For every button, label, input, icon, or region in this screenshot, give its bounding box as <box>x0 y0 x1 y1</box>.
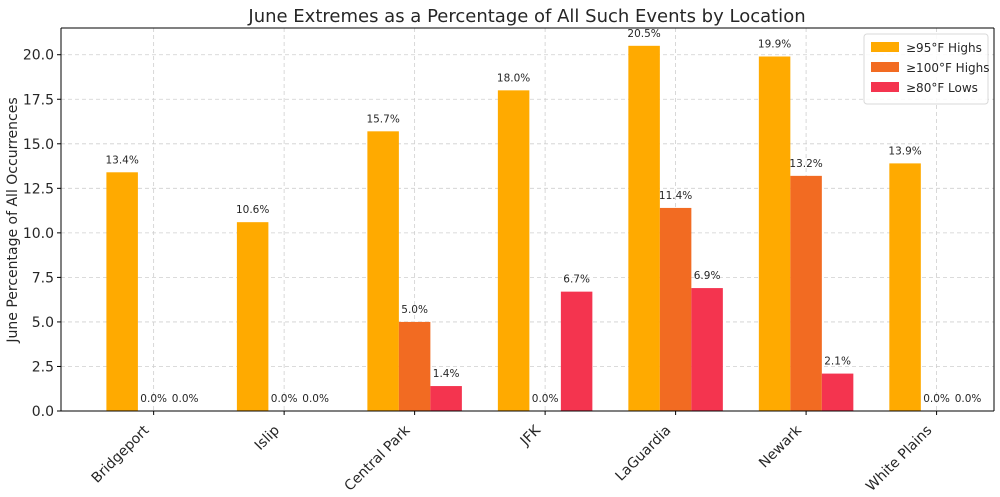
bar-value-label: 0.0% <box>140 393 167 405</box>
bar-value-label: 15.7% <box>366 113 399 125</box>
legend-label: ≥95°F Highs <box>906 41 982 55</box>
y-tick-label: 10.0 <box>23 226 54 242</box>
bar <box>398 321 431 411</box>
y-tick-label: 17.5 <box>23 92 54 108</box>
bar-value-label: 11.4% <box>659 190 692 202</box>
chart-title: June Extremes as a Percentage of All Suc… <box>247 6 805 27</box>
bar-value-label: 13.4% <box>105 154 138 166</box>
bar-value-label: 0.0% <box>271 393 298 405</box>
x-tick-label: Central Park <box>342 422 415 493</box>
bar <box>790 175 822 411</box>
bar <box>821 373 854 411</box>
x-tick-label: LaGuardia <box>613 423 675 485</box>
bar <box>106 172 138 411</box>
bar-value-label: 13.2% <box>789 158 822 170</box>
legend: ≥95°F Highs ≥100°F Highs ≥80°F Lows <box>863 33 990 105</box>
y-tick-label: 5.0 <box>32 315 54 331</box>
bar <box>236 222 269 411</box>
y-tick-label: 12.5 <box>23 181 54 197</box>
bar-value-label: 0.0% <box>923 393 950 405</box>
bars <box>106 45 921 412</box>
x-tick-label: JFK <box>517 422 545 450</box>
bar-value-label: 0.0% <box>532 393 559 405</box>
bar <box>628 45 660 411</box>
y-tick-label: 7.5 <box>32 270 54 286</box>
bar <box>367 131 399 411</box>
bar-value-label: 2.1% <box>824 356 851 368</box>
y-tick-label: 20.0 <box>23 48 54 64</box>
bar <box>758 56 791 412</box>
bar-value-label: 10.6% <box>236 204 269 216</box>
bar <box>560 291 593 411</box>
x-tick-label: White Plains <box>863 423 935 493</box>
bar <box>430 386 462 411</box>
bar-value-label: 0.0% <box>302 393 329 405</box>
legend-label: ≥80°F Lows <box>906 81 978 95</box>
bar-value-label: 18.0% <box>497 72 530 84</box>
bar-value-label: 20.5% <box>627 28 660 40</box>
bar-value-label: 5.0% <box>401 304 428 316</box>
bar <box>659 207 692 411</box>
legend-label: ≥100°F Highs <box>906 61 990 75</box>
legend-swatch <box>871 82 899 92</box>
y-tick-label: 2.5 <box>32 359 54 375</box>
x-tick-label: Bridgeport <box>89 422 153 486</box>
value-labels: 13.4% 0.0% 0.0% 10.6% 0.0% 0.0% 15.7% 5.0% 1.4% 1… <box>105 28 981 405</box>
bar-value-label: 6.9% <box>694 270 721 282</box>
bar <box>691 288 723 411</box>
bar-value-label: 0.0% <box>172 393 199 405</box>
bar-value-label: 0.0% <box>955 393 982 405</box>
y-tick-label: 15.0 <box>23 137 54 153</box>
legend-swatch <box>871 62 899 72</box>
y-tick-label: 0.0 <box>32 404 54 420</box>
bar-value-label: 13.9% <box>888 145 921 157</box>
bar <box>497 90 530 411</box>
bar-value-label: 6.7% <box>563 274 590 286</box>
bar-value-label: 19.9% <box>758 39 791 51</box>
y-axis-label: June Percentage of All Occurrences <box>5 97 21 343</box>
legend-swatch <box>871 42 899 52</box>
bar <box>889 163 921 411</box>
x-tick-label: Newark <box>756 422 805 471</box>
bar-value-label: 1.4% <box>433 368 460 380</box>
x-tick-label: Islip <box>252 422 283 453</box>
